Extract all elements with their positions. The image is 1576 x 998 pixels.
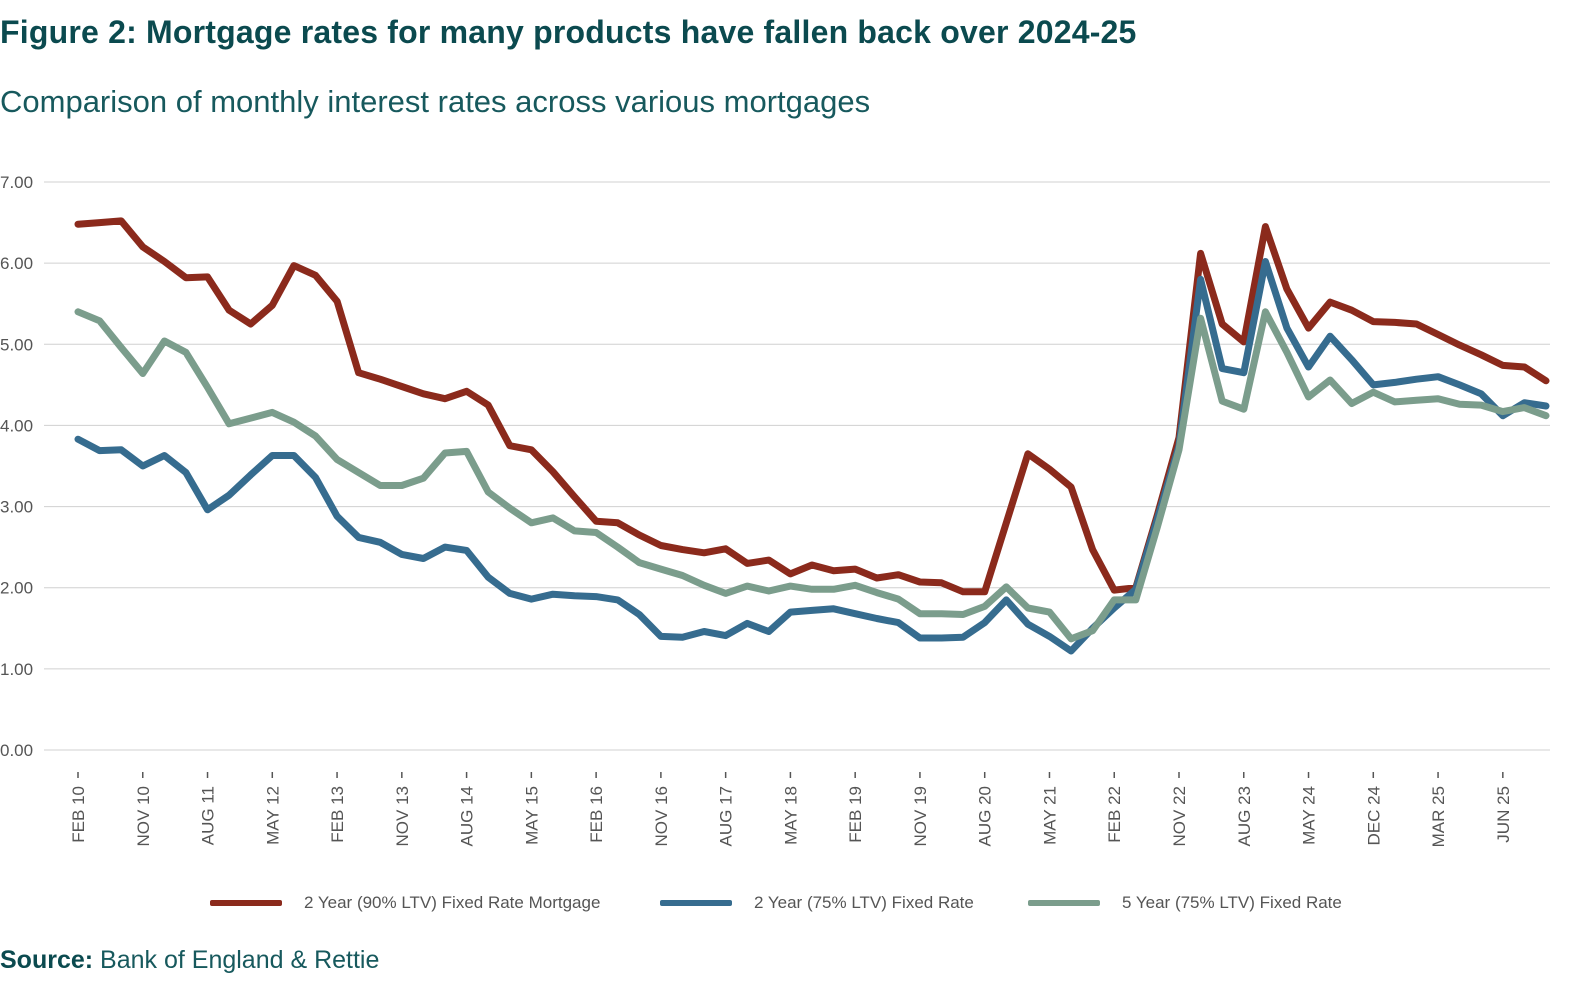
y-tick-label: 2.00	[0, 579, 33, 598]
legend-swatch-2yr-75ltv	[660, 900, 732, 906]
x-tick-label: FEB 10	[69, 786, 88, 843]
x-tick-label: AUG 23	[1235, 786, 1254, 846]
x-tick-label: FEB 13	[328, 786, 347, 843]
legend-item-2yr-90ltv: 2 Year (90% LTV) Fixed Rate Mortgage	[210, 890, 600, 916]
x-tick-label: MAY 15	[522, 786, 541, 845]
x-tick-label: MAY 12	[263, 786, 282, 845]
y-axis-tick-labels: 0.00 1.00 2.00 3.00 4.00 5.00 6.00 7.00	[0, 173, 33, 760]
y-tick-label: 4.00	[0, 416, 33, 435]
series-line-5yr-75ltv	[74, 308, 1550, 643]
legend-item-2yr-75ltv: 2 Year (75% LTV) Fixed Rate	[660, 890, 974, 916]
legend-swatch-5yr-75ltv	[1028, 900, 1100, 906]
x-tick-label: MAR 25	[1429, 786, 1448, 847]
chart-legend: 2 Year (90% LTV) Fixed Rate Mortgage 2 Y…	[0, 890, 1576, 916]
legend-label-5yr-75ltv: 5 Year (75% LTV) Fixed Rate	[1122, 893, 1342, 912]
chart-subtitle: Comparison of monthly interest rates acr…	[0, 84, 871, 119]
x-tick-label: JUN 25	[1494, 786, 1513, 843]
x-tick-label: FEB 16	[587, 786, 606, 843]
gridlines	[44, 181, 1550, 751]
series-line-2yr-90ltv	[74, 217, 1550, 596]
source-note: Source: Bank of England & Rettie	[0, 946, 379, 975]
legend-label-2yr-90ltv: 2 Year (90% LTV) Fixed Rate Mortgage	[304, 893, 601, 912]
x-tick-label: AUG 14	[458, 786, 477, 846]
chart-title: Figure 2: Mortgage rates for many produc…	[0, 14, 1137, 50]
x-axis: FEB 10 NOV 10 AUG 11 MAY 12 FEB 13 NOV 13 AUG …	[69, 772, 1513, 847]
x-tick-label: NOV 10	[134, 786, 153, 846]
x-tick-label: AUG 11	[199, 786, 218, 845]
x-tick-label: NOV 13	[393, 786, 412, 846]
x-tick-label: FEB 19	[846, 786, 865, 843]
y-tick-label: 7.00	[0, 173, 33, 192]
y-tick-label: 3.00	[0, 498, 33, 517]
series-line-2yr-75ltv	[74, 258, 1550, 655]
y-tick-label: 1.00	[0, 660, 33, 679]
legend-label-2yr-75ltv: 2 Year (75% LTV) Fixed Rate	[754, 893, 974, 912]
x-tick-label: AUG 20	[976, 786, 995, 846]
x-tick-label: NOV 19	[911, 786, 930, 846]
source-text: Bank of England & Rettie	[100, 946, 380, 974]
line-chart: 0.00 1.00 2.00 3.00 4.00 5.00 6.00 7.00 FEB 10 N…	[0, 173, 1550, 847]
x-tick-label: MAY 24	[1300, 786, 1319, 845]
x-tick-label: NOV 22	[1170, 786, 1189, 846]
series-lines	[74, 217, 1550, 655]
y-tick-label: 0.00	[0, 741, 33, 760]
legend-item-5yr-75ltv: 5 Year (75% LTV) Fixed Rate	[1028, 890, 1342, 916]
source-label: Source:	[0, 946, 94, 974]
x-tick-label: DEC 24	[1364, 786, 1383, 846]
x-tick-label: NOV 16	[652, 786, 671, 846]
x-tick-label: AUG 17	[717, 786, 736, 846]
y-tick-label: 5.00	[0, 335, 33, 354]
x-tick-label: FEB 22	[1105, 786, 1124, 843]
x-tick-label: MAY 21	[1040, 786, 1059, 845]
x-tick-label: MAY 18	[781, 786, 800, 845]
legend-swatch-2yr-90ltv	[210, 900, 282, 906]
y-tick-label: 6.00	[0, 254, 33, 273]
